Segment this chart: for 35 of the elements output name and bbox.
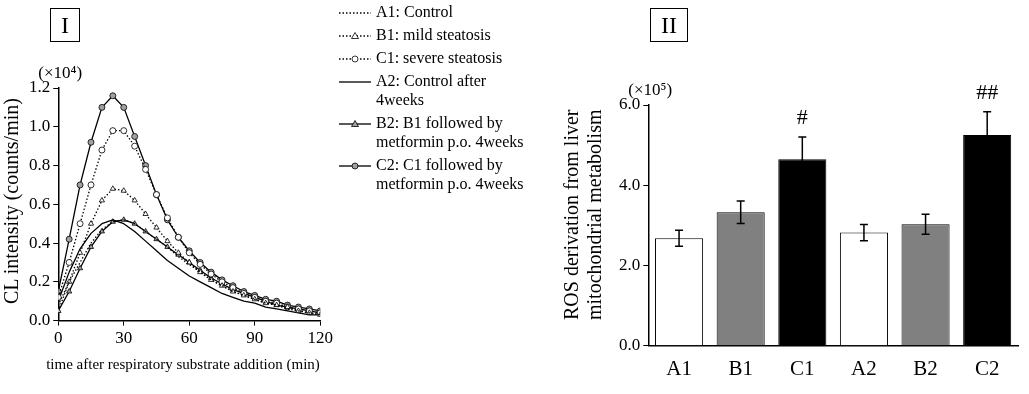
x-tick-label: 120 [307, 328, 333, 348]
chart-title: I [50, 8, 80, 42]
y-tick-label: 0.4 [29, 232, 51, 252]
annotation: # [796, 103, 808, 129]
y-tick-label: 0.8 [29, 155, 51, 174]
y-tick-label: 2.0 [619, 255, 641, 274]
x-tick-label: C1 [790, 355, 815, 380]
x-tick-label: B1 [728, 355, 753, 380]
x-tick-label: A2 [851, 355, 877, 380]
legend-label: B1: mild steatosis [376, 25, 491, 44]
y-axis-title: CL intensity (counts/min) [0, 97, 24, 306]
text: (×10⁵) [628, 79, 673, 99]
y-tick-label: 0.6 [29, 193, 51, 213]
y-axis-title: ROS derivation from liver mitochondrial metabolism [560, 108, 606, 323]
x-tick-label: 90 [246, 328, 264, 348]
x-tick-label: C2 [974, 355, 1000, 380]
annotation: ## [976, 78, 999, 104]
y-tick-label: 4.0 [619, 174, 641, 194]
y-tick-label: 0.2 [29, 271, 51, 291]
legend-label: B2: B1 followed by metformin p.o. 4weeks [376, 113, 525, 151]
y-tick-label: 1.0 [29, 116, 51, 136]
legend-label: A2: Control after 4weeks [376, 71, 488, 109]
x-tick-label: A1 [666, 355, 692, 380]
x-tick-label: 0 [54, 328, 63, 348]
x-tick-label: B2 [913, 355, 938, 380]
x-axis-title: time after respiratory substrate addition (min) [45, 356, 321, 373]
text: (×10⁴) [38, 62, 83, 82]
legend-label: C1: severe steatosis [376, 48, 503, 67]
legend-label: C2: C1 followed by metformin p.o. 4weeks [376, 155, 525, 193]
y-tick-label: 0.0 [619, 335, 641, 355]
chart-title: II [650, 8, 688, 42]
legend-label: A1: Control [376, 2, 453, 21]
x-tick-label: 60 [180, 328, 198, 348]
y-tick-label: 0.0 [29, 310, 51, 330]
x-tick-label: 30 [115, 328, 133, 348]
